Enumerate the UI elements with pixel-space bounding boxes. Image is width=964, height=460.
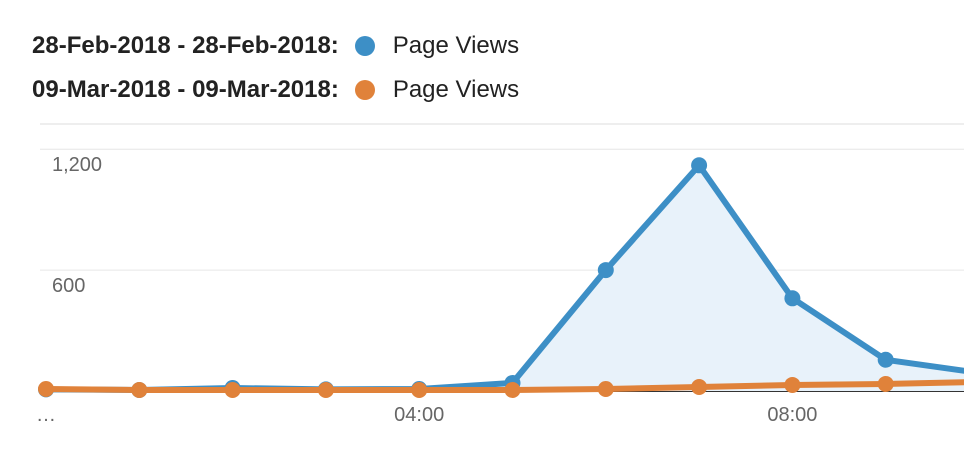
legend-entry-series-b[interactable]: 09-Mar-2018 - 09-Mar-2018: Page Views xyxy=(32,68,519,112)
series-a-area xyxy=(46,165,964,391)
series-b-point xyxy=(224,381,241,398)
series-a-point xyxy=(691,157,708,174)
series-b-point xyxy=(597,380,614,397)
x-tick-label: 04:00 xyxy=(394,404,444,426)
series-a-point xyxy=(877,351,894,368)
y-tick-label: 1,200 xyxy=(52,154,102,176)
chart-legend: 28-Feb-2018 - 28-Feb-2018: Page Views 09… xyxy=(32,24,519,112)
series-a-point xyxy=(597,262,614,279)
legend-date-range-a: 28-Feb-2018 - 28-Feb-2018: xyxy=(32,32,339,59)
series-b-point xyxy=(784,376,801,393)
legend-series-name-b: Page Views xyxy=(392,76,520,103)
series-b-point xyxy=(317,381,334,398)
x-tick-label: 08:00 xyxy=(767,404,817,426)
legend-marker-orange xyxy=(354,80,375,100)
legend-date-range-b: 09-Mar-2018 - 09-Mar-2018: xyxy=(32,76,339,103)
legend-marker-blue xyxy=(354,36,375,56)
legend-entry-series-a[interactable]: 28-Feb-2018 - 28-Feb-2018: Page Views xyxy=(32,24,519,68)
series-b-point xyxy=(504,381,521,398)
series-b-point xyxy=(877,375,894,392)
x-tick-label: … xyxy=(36,404,56,426)
series-b-point xyxy=(691,378,708,395)
legend-series-name-a: Page Views xyxy=(392,32,520,59)
series-b-point xyxy=(131,381,148,398)
series-b-point xyxy=(411,381,428,398)
series-b-point xyxy=(38,380,54,397)
series-a-point xyxy=(784,290,801,307)
y-tick-label: 600 xyxy=(52,275,85,297)
